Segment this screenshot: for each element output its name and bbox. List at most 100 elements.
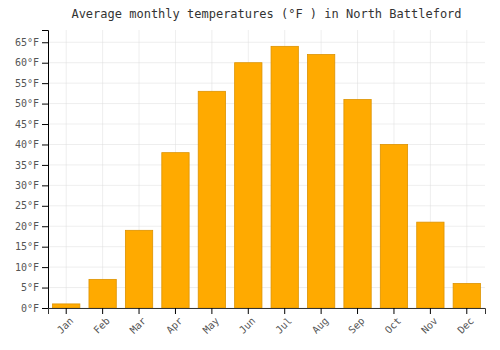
title: Average monthly temperatures (°F ) in No… (71, 7, 461, 21)
axis-line (49, 309, 486, 315)
y-axis: 0°F 5°F 10°F 15°F 20°F 25°F 30°F 35°F 40°F 45°F 50… (15, 31, 49, 314)
x-axis: Jan Feb Mar Apr May Jun Jul Aug Sep Oct Nov Dec (49, 308, 486, 336)
grid-line (48, 144, 485, 145)
grid-line (48, 62, 485, 63)
tick-label: 10°F (15, 262, 39, 273)
tick: 30°F (15, 180, 48, 191)
tick: Jul (273, 308, 294, 336)
tick-mark (284, 308, 285, 314)
tick: Aug (310, 308, 331, 336)
tick-label: 20°F (15, 221, 39, 232)
tick: 55°F (15, 78, 48, 89)
bar (125, 230, 152, 308)
tick-mark (42, 185, 48, 186)
tick: Sep (346, 308, 367, 336)
tick: Jan (55, 308, 76, 336)
grid-line (48, 124, 485, 125)
tick-label: Apr (164, 315, 185, 336)
tick-mark (357, 308, 358, 314)
tick-label: 65°F (15, 37, 39, 48)
grid (48, 30, 485, 308)
bar (53, 304, 80, 308)
tick-label: Sep (346, 315, 367, 336)
grid-line (48, 185, 485, 186)
tick-label: 30°F (15, 180, 39, 191)
tick: May (201, 308, 222, 336)
bar (417, 222, 444, 308)
tick: Dec (455, 308, 476, 336)
tick-label: Aug (310, 315, 331, 336)
tick-label: Dec (455, 315, 476, 336)
tick-label: Oct (383, 315, 404, 336)
chart: 0°F 5°F 10°F 15°F 20°F 25°F 30°F 35°F 40°F 45°F 50… (0, 0, 500, 350)
bar (344, 100, 371, 309)
grid-line (48, 83, 485, 84)
tick-mark (42, 267, 48, 268)
tick: 15°F (15, 241, 48, 252)
tick: 45°F (15, 119, 48, 130)
grid-line (102, 30, 103, 308)
tick: 65°F (15, 37, 48, 48)
tick-label: 40°F (15, 139, 39, 150)
tick-label: 45°F (15, 119, 39, 130)
bar (380, 144, 407, 308)
grid-line (66, 30, 67, 308)
tick: 0°F (21, 303, 48, 314)
tick: Feb (91, 308, 112, 336)
tick-label: 35°F (15, 160, 39, 171)
plot: 0°F 5°F 10°F 15°F 20°F 25°F 30°F 35°F 40°F 45°F 50… (15, 30, 486, 336)
tick: 20°F (15, 221, 48, 232)
tick: Apr (164, 308, 185, 336)
tick-label: Feb (91, 315, 112, 336)
grid-line (48, 103, 485, 104)
tick-label: 60°F (15, 57, 39, 68)
tick-label: May (201, 315, 222, 336)
tick-mark (430, 308, 431, 314)
tick-label: 15°F (15, 241, 39, 252)
bar (89, 279, 116, 308)
tick-label: 25°F (15, 200, 39, 211)
tick-mark (42, 308, 48, 309)
tick: 5°F (21, 282, 48, 293)
tick-mark (102, 308, 103, 314)
tick-mark (42, 247, 48, 248)
grid-line (466, 30, 467, 308)
tick: 10°F (15, 262, 48, 273)
grid-line (48, 42, 485, 43)
tick-mark (42, 288, 48, 289)
tick-mark (42, 165, 48, 166)
tick-label: Jul (273, 315, 294, 336)
tick-mark (42, 83, 48, 84)
tick-mark (42, 206, 48, 207)
bar (271, 46, 298, 308)
tick-mark (139, 308, 140, 314)
axis-line (42, 31, 49, 309)
tick: 35°F (15, 160, 48, 171)
tick-label: Mar (128, 315, 149, 336)
tick-mark (42, 226, 48, 227)
tick-mark (211, 308, 212, 314)
bar (307, 55, 334, 308)
tick-label: 5°F (21, 282, 39, 293)
tick-mark (66, 308, 67, 314)
tick: Jun (237, 308, 258, 336)
tick-label: 55°F (15, 78, 39, 89)
tick-mark (248, 308, 249, 314)
tick-mark (42, 104, 48, 105)
grid-line (48, 164, 485, 165)
tick: Mar (128, 308, 149, 336)
tick: Nov (419, 308, 440, 336)
tick: Oct (383, 308, 404, 336)
tick-mark (42, 63, 48, 64)
bars (53, 46, 481, 308)
bar (235, 63, 262, 308)
tick: 25°F (15, 200, 48, 211)
tick-mark (175, 308, 176, 314)
bar (162, 153, 189, 308)
tick: 60°F (15, 57, 48, 68)
tick-label: Jun (237, 315, 258, 336)
grid-line (48, 205, 485, 206)
tick-label: 50°F (15, 98, 39, 109)
tick-label: Jan (55, 315, 76, 336)
tick-label: 0°F (21, 303, 39, 314)
